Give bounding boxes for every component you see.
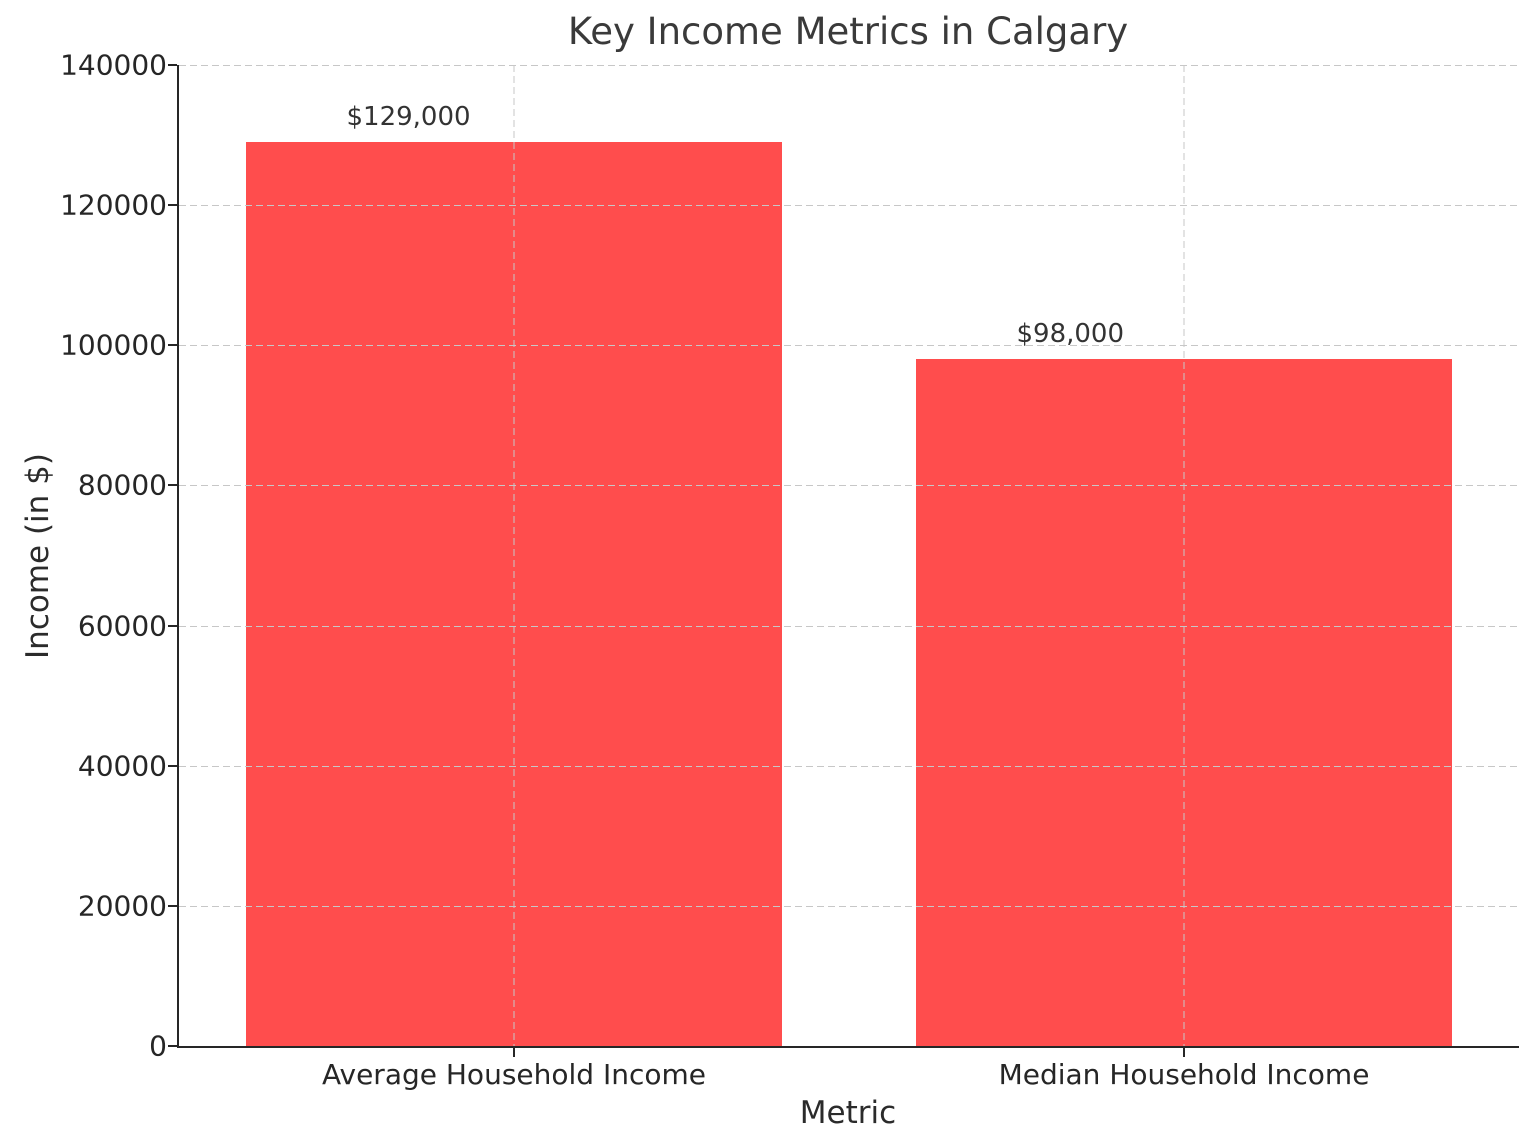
y-tick-mark xyxy=(168,344,177,347)
y-tick-label: 20000 xyxy=(77,889,167,923)
y-tick-mark xyxy=(168,484,177,487)
y-tick-label: 60000 xyxy=(77,609,167,643)
y-tick-label: 40000 xyxy=(77,749,167,783)
y-tick-label: 120000 xyxy=(60,188,167,222)
y-tick-mark xyxy=(168,1045,177,1047)
x-axis-label: Metric xyxy=(799,1095,897,1131)
y-tick-label: 0 xyxy=(149,1029,167,1063)
bar-value-label: $98,000 xyxy=(1016,319,1125,350)
gridline-horizontal xyxy=(179,485,1519,487)
gridline-horizontal xyxy=(179,345,1519,347)
y-tick-label: 80000 xyxy=(77,468,167,502)
gridline-horizontal xyxy=(179,205,1519,207)
gridline-horizontal xyxy=(179,65,1519,66)
gridline-horizontal xyxy=(179,905,1519,907)
y-tick-mark xyxy=(168,624,177,627)
gridline-horizontal xyxy=(179,625,1519,627)
y-tick-label: 100000 xyxy=(60,328,167,362)
x-tick-label: Average Household Income xyxy=(322,1058,706,1091)
y-axis-label: Income (in $) xyxy=(20,453,56,659)
y-tick-label: 140000 xyxy=(60,48,167,82)
y-tick-mark xyxy=(168,764,177,767)
plot-area: 0 20000 40000 60000 80000 100000 120000 140000 … xyxy=(60,49,1519,1091)
chart-title: Key Income Metrics in Calgary xyxy=(567,10,1129,53)
gridline-vertical xyxy=(1183,65,1185,1046)
gridline-horizontal xyxy=(179,765,1519,767)
x-tick-label: Median Household Income xyxy=(998,1058,1370,1091)
x-tick-mark xyxy=(513,1048,515,1057)
y-tick-mark xyxy=(168,64,177,66)
gridline-vertical xyxy=(513,65,515,1046)
x-tick-mark xyxy=(1183,1048,1185,1057)
y-tick-mark xyxy=(168,904,177,907)
bar-value-label: $129,000 xyxy=(346,102,471,133)
y-tick-mark xyxy=(168,204,177,207)
